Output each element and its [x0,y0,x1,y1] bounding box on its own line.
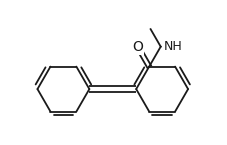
Text: O: O [132,40,143,54]
Text: NH: NH [164,40,182,53]
